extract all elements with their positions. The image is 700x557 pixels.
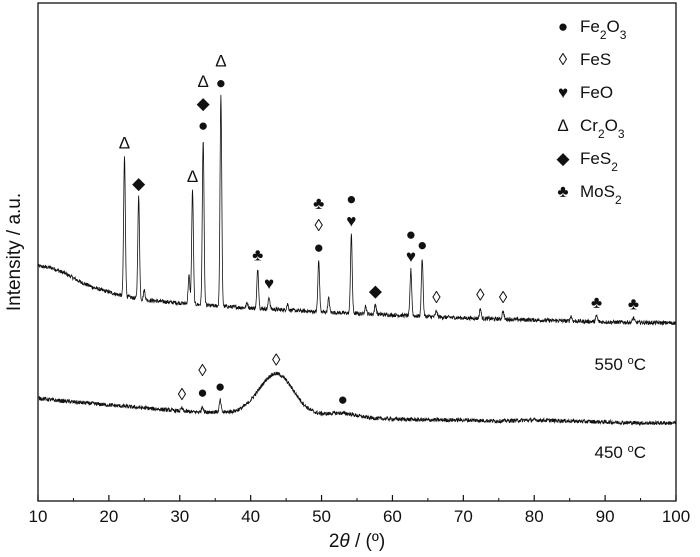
peak-marker: ◆ (369, 281, 383, 300)
legend-label: FeS (580, 50, 611, 69)
x-tick-label: 80 (525, 507, 544, 526)
legend-symbol: Δ (557, 116, 568, 135)
peak-marker: ◊ (272, 351, 281, 370)
temperature-unit: C (634, 443, 646, 462)
x-tick-label: 10 (29, 507, 48, 526)
peak-marker: ◊ (315, 216, 324, 235)
temperature-label: 450 oC (595, 443, 647, 462)
legend-label: MoS2 (580, 182, 622, 207)
degree-sup: o (628, 355, 634, 367)
peak-marker: ♥ (406, 247, 416, 266)
plot-frame (37, 2, 677, 502)
peak-marker: ● (406, 225, 416, 244)
peak-marker: Δ (215, 51, 226, 70)
x-tick-label: 30 (170, 507, 189, 526)
temperature-label: 550 oC (595, 355, 647, 374)
y-axis-title: Intensity / a.u. (4, 193, 25, 311)
peak-marker: ● (198, 116, 208, 135)
peak-marker: Δ (187, 167, 198, 186)
legend-label: Cr2O3 (580, 116, 625, 141)
x-axis-title: 2θ / (º) (329, 531, 385, 552)
series-line (37, 94, 677, 326)
temperature-value: 450 (595, 443, 628, 462)
peak-marker: ♣ (252, 245, 263, 264)
peak-marker: ◆ (197, 94, 211, 113)
legend-symbol: ♥ (558, 83, 568, 102)
peak-marker: ● (346, 189, 356, 208)
peak-annotations: Δ◆ Δ●◆Δ ●Δ♣♥●◊♣♥●◆♥●●◊ ◊ ◊ ♣ ♣◊ ●◊●◊● (119, 51, 639, 409)
x-tick-label: 50 (312, 507, 331, 526)
temperature-unit: C (634, 355, 646, 374)
degree-sup: o (628, 443, 634, 455)
peak-marker: ◊ (476, 285, 485, 304)
legend-label: FeS2 (580, 149, 618, 174)
peak-marker: ♥ (264, 274, 274, 293)
peak-marker: Δ (197, 72, 208, 91)
peak-marker: ◊ (432, 288, 441, 307)
x-axis-ticks: 10 20 30 40 50 60 70 80 90 100 (29, 495, 690, 526)
peak-marker: ● (215, 377, 225, 396)
peak-marker: ◊ (499, 288, 508, 307)
peak-marker: ◆ (132, 174, 146, 193)
peak-marker: ● (417, 235, 427, 254)
peak-marker: ♥ (346, 211, 356, 230)
legend-label: FeO (580, 83, 613, 102)
legend-symbol: ♣ (557, 182, 568, 201)
x-tick-label: 70 (454, 507, 473, 526)
legend-symbol: ◊ (559, 50, 568, 69)
x-tick-label: 100 (662, 507, 690, 526)
x-tick-label: 90 (596, 507, 615, 526)
legend: ● Fe2O3 ◊ FeS ♥ FeO Δ Cr2O3 ◆ FeS2 ♣ MoS2 (556, 17, 626, 207)
peak-marker: ● (314, 238, 324, 257)
legend-symbol: ● (558, 17, 568, 36)
x-tick-label: 40 (241, 507, 260, 526)
legend-symbol: ◆ (556, 149, 570, 168)
x-tick-label: 20 (99, 507, 118, 526)
peak-marker: ♣ (628, 294, 639, 313)
x-tick-label: 60 (383, 507, 402, 526)
peak-marker: ◊ (178, 385, 187, 404)
peak-marker: ● (338, 390, 348, 409)
peak-marker: ● (197, 383, 207, 402)
peak-marker: ● (216, 73, 226, 92)
legend-label: Fe2O3 (580, 17, 627, 42)
temperature-value: 550 (595, 355, 628, 374)
series-layer (37, 94, 677, 427)
peak-marker: ♣ (313, 194, 324, 213)
peak-marker: ◊ (198, 361, 207, 380)
series-line (37, 371, 677, 427)
peak-marker: ♣ (591, 293, 602, 312)
peak-marker: Δ (119, 133, 130, 152)
